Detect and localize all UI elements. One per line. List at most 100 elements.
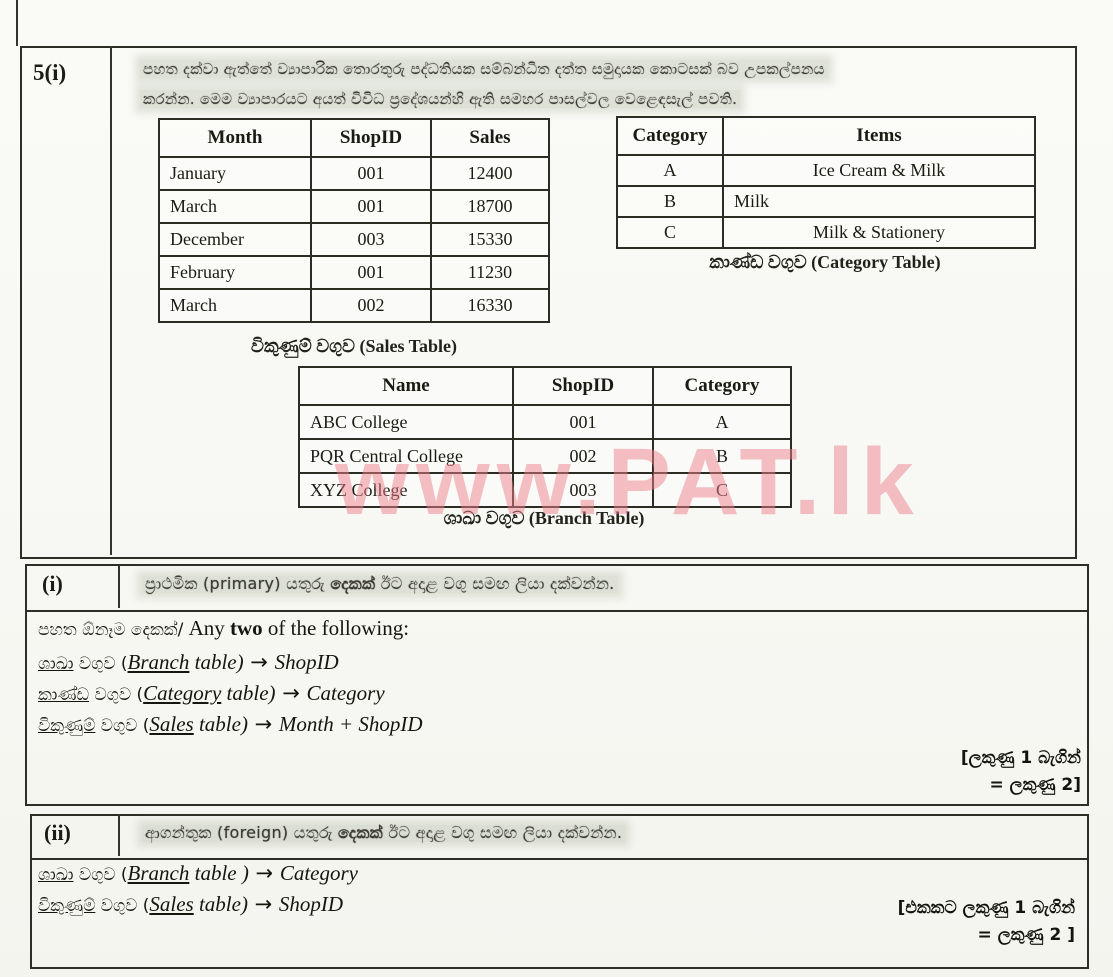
- arrow-icon: →: [248, 861, 280, 885]
- answer-text: table): [193, 892, 248, 916]
- answer-header-sinhala: පහත ඕනෑම දෙකක්/: [38, 620, 184, 640]
- question-text-bold: දෙකක්: [330, 574, 376, 593]
- table-row: XYZ College 003 C: [298, 472, 792, 508]
- column-header: Month: [158, 118, 312, 158]
- table-cell: Milk & Stationery: [722, 216, 1036, 249]
- column-header: Category: [652, 366, 792, 406]
- marks-text: [ලකුණු 1 බැගින්: [960, 748, 1081, 768]
- part-ii-row: [30, 814, 1089, 860]
- table-row: December 003 15330: [158, 222, 550, 257]
- arrow-icon: →: [275, 681, 307, 705]
- table-name-sinhala: විකුණුම්: [38, 896, 96, 915]
- table-cell: March: [158, 189, 312, 224]
- answer-line: ශාඛා වගුව (Branch table) → ShopID: [38, 650, 339, 675]
- sales-table-caption: විකුණුම් වගුව (Sales Table): [251, 336, 457, 356]
- table-cell: 11230: [430, 255, 550, 290]
- arrow-icon: →: [247, 892, 279, 916]
- branch-table: Name ShopID Category ABC College 001 A P…: [298, 366, 792, 508]
- table-cell: A: [616, 154, 724, 187]
- table-cell: PQR Central College: [298, 438, 514, 474]
- column-header: Items: [722, 116, 1036, 156]
- table-cell: 15330: [430, 222, 550, 257]
- question-text: ඊට අදාළ වගු සමඟ ලියා දක්වන්න.: [375, 574, 615, 593]
- table-cell: B: [616, 185, 724, 218]
- table-cell: December: [158, 222, 312, 257]
- question-text: ඊට අදාළ වගු සමඟ ලියා දක්වන්න.: [382, 823, 623, 842]
- part-ii-marks: [එකකට ලකුණු 1 බැගින් = ලකුණු 2 ]: [898, 896, 1075, 946]
- table-name-english: Sales: [149, 712, 194, 736]
- column-header: ShopID: [512, 366, 654, 406]
- table-cell: 001: [512, 404, 654, 440]
- table-name-sinhala: කාණ්ඩ: [38, 685, 90, 704]
- answer-line: ශාඛා වගුව (Branch table ) → Category: [38, 861, 358, 886]
- table-row: January 001 12400: [158, 156, 550, 191]
- table-name-sinhala: විකුණුම්: [38, 716, 96, 735]
- table-cell: 18700: [430, 189, 550, 224]
- question-intro-line2: කරන්න. මෙම ව්‍යාපාරයට අයත් විවිධ ප්‍රදේශ…: [140, 90, 741, 108]
- answer-text: වගුව (: [73, 654, 128, 674]
- answer-line: විකුණුම් වගුව (Sales table) → Month + Sh…: [38, 712, 423, 737]
- part-ii-question: ආගන්තුක (foreign) යතුරු දෙකක් ඊට අදාළ වග…: [142, 823, 626, 843]
- part-ii-label: (ii): [44, 820, 71, 845]
- key-name: ShopID: [278, 892, 344, 916]
- part-i-question: ප්‍රාථමික (primary) යතුරු දෙකක් ඊට අදාළ …: [142, 574, 618, 594]
- arrow-icon: →: [243, 650, 275, 674]
- answer-text: වගුව (: [89, 685, 144, 705]
- highlighted-text: පහත දක්වා ඇත්තේ ව්‍යාපාරික තොරතුරු පද්ධත…: [140, 60, 828, 78]
- table-name-english: Category: [143, 681, 222, 705]
- table-cell: March: [158, 288, 312, 323]
- table-cell: XYZ College: [298, 472, 514, 508]
- question-box: [20, 46, 1077, 559]
- answer-header-english-bold: two: [230, 616, 263, 640]
- table-name-english: Branch: [127, 650, 190, 674]
- table-cell: 002: [310, 288, 432, 323]
- table-cell: January: [158, 156, 312, 191]
- category-table-caption: කාණ්ඩ වගුව (Category Table): [709, 252, 941, 272]
- table-cell: February: [158, 255, 312, 290]
- question-intro-line1: පහත දක්වා ඇත්තේ ව්‍යාපාරික තොරතුරු පද්ධත…: [140, 60, 828, 78]
- question-number: 5(i): [33, 60, 67, 85]
- table-row: B Milk: [616, 185, 1036, 218]
- table-name-sinhala: ශාඛා: [38, 654, 74, 673]
- answer-header: පහත ඕනෑම දෙකක්/ Any two of the following…: [38, 616, 409, 641]
- table-row: A Ice Cream & Milk: [616, 154, 1036, 187]
- marks-text: = ලකුණු 2 ]: [977, 925, 1075, 945]
- table-row: PQR Central College 002 B: [298, 438, 792, 474]
- key-name: Category: [306, 681, 385, 705]
- marks-text: [එකකට ලකුණු 1 බැගින්: [897, 898, 1075, 918]
- table-cell: C: [616, 216, 724, 249]
- table-cell: 16330: [430, 288, 550, 323]
- key-name: Category: [279, 861, 358, 885]
- sales-table: Month ShopID Sales January 001 12400 Mar…: [158, 118, 550, 323]
- column-header: ShopID: [310, 118, 432, 158]
- table-row: ABC College 001 A: [298, 404, 792, 440]
- page-margin-tick: [16, 0, 18, 46]
- answer-text: වගුව (: [73, 865, 128, 885]
- column-header: Category: [616, 116, 724, 156]
- part-ii-row-divider: [118, 814, 120, 856]
- table-cell: 001: [310, 189, 432, 224]
- table-header-row: Month ShopID Sales: [158, 118, 550, 158]
- arrow-icon: →: [247, 712, 279, 736]
- answer-header-english: Any: [183, 616, 230, 640]
- question-box-divider: [110, 46, 112, 555]
- table-cell: 003: [512, 472, 654, 508]
- key-name: Month + ShopID: [278, 712, 423, 736]
- category-table: Category Items A Ice Cream & Milk B Milk…: [616, 116, 1036, 249]
- table-cell: ABC College: [298, 404, 514, 440]
- table-cell: 003: [310, 222, 432, 257]
- question-text: ප්‍රාථමික (primary) යතුරු: [145, 574, 331, 593]
- table-cell: Milk: [722, 185, 1036, 218]
- table-header-row: Name ShopID Category: [298, 366, 792, 406]
- table-header-row: Category Items: [616, 116, 1036, 156]
- table-row: C Milk & Stationery: [616, 216, 1036, 249]
- branch-table-caption: ශාඛා වගුව (Branch Table): [443, 508, 645, 528]
- question-text: ආගන්තුක (foreign) යතුරු: [145, 823, 339, 842]
- table-cell: 001: [310, 255, 432, 290]
- table-row: March 001 18700: [158, 189, 550, 224]
- table-name-english: Branch: [127, 861, 190, 885]
- table-cell: Ice Cream & Milk: [722, 154, 1036, 187]
- answer-text: table): [189, 650, 244, 674]
- part-i-answer-box: [25, 608, 1089, 806]
